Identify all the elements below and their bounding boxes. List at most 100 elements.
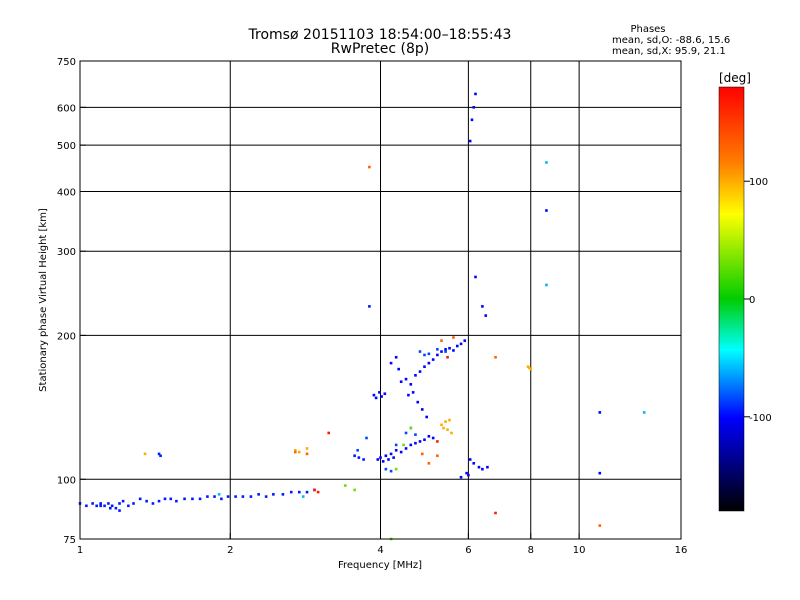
data-point — [411, 391, 415, 394]
data-point — [468, 458, 472, 461]
data-point — [272, 493, 275, 496]
data-point — [118, 502, 121, 505]
data-point — [376, 458, 380, 461]
data-point — [484, 314, 488, 317]
data-point — [394, 443, 398, 447]
data-point — [440, 350, 443, 353]
y-tick-label: 400 — [57, 187, 76, 198]
colorbar-tick-label: -100 — [749, 413, 772, 424]
data-point — [397, 367, 400, 371]
data-point — [404, 431, 408, 435]
colorbar-tick-label: 100 — [749, 177, 768, 188]
data-point — [365, 436, 368, 440]
data-point — [108, 506, 112, 510]
data-point — [444, 350, 447, 353]
data-point — [409, 426, 413, 430]
data-point — [442, 426, 445, 430]
data-point — [249, 495, 253, 498]
data-point — [427, 361, 431, 365]
data-point — [418, 350, 422, 353]
data-point — [110, 504, 114, 508]
data-point — [416, 400, 420, 404]
data-point — [467, 473, 470, 477]
data-point — [257, 493, 260, 496]
data-point — [431, 436, 435, 440]
data-point — [121, 499, 125, 503]
data-point — [446, 355, 449, 359]
data-point — [107, 502, 110, 505]
y-tick-label: 500 — [57, 141, 76, 152]
data-point — [545, 161, 548, 164]
data-point — [642, 411, 646, 414]
x-tick-label: 16 — [675, 545, 688, 556]
data-point — [163, 497, 167, 501]
data-point — [241, 495, 245, 498]
data-point — [384, 467, 388, 471]
data-point — [399, 450, 403, 454]
data-point — [91, 502, 94, 505]
data-point — [368, 165, 371, 169]
data-point — [353, 454, 356, 458]
data-point — [220, 497, 223, 501]
data-point — [427, 352, 431, 356]
stats-line-o: mean, sd,O: -88.6, 15.6 — [612, 35, 730, 46]
data-point — [389, 452, 393, 456]
data-point — [448, 346, 451, 350]
x-tick-label: 1 — [77, 545, 83, 556]
data-point — [198, 497, 202, 501]
data-point — [494, 511, 497, 515]
data-point — [175, 499, 178, 503]
data-point — [420, 452, 424, 456]
data-point — [425, 415, 428, 419]
x-tick-label: 4 — [377, 545, 383, 556]
data-point — [418, 440, 422, 443]
data-point — [372, 393, 376, 397]
data-point — [394, 448, 398, 452]
data-point — [159, 454, 162, 458]
data-point — [383, 392, 387, 396]
data-point — [448, 418, 451, 422]
data-point — [440, 423, 443, 427]
colorbar-tick-label: 0 — [749, 295, 755, 306]
data-point — [297, 450, 301, 454]
data-point — [468, 139, 472, 143]
y-tick-label: 750 — [57, 57, 76, 68]
x-tick-label: 8 — [528, 545, 534, 556]
data-point — [301, 495, 305, 498]
data-point — [327, 431, 331, 435]
colorbar-ticks: 100 0 -100 — [744, 177, 772, 424]
data-point — [494, 355, 497, 359]
data-point — [404, 377, 408, 381]
data-point — [169, 497, 173, 501]
data-point — [436, 440, 439, 443]
y-axis: 75 100 200 300 400 500 600 750 — [57, 57, 86, 546]
data-point — [387, 458, 390, 461]
data-point — [444, 420, 447, 423]
data-point — [414, 441, 417, 445]
data-point — [486, 465, 489, 469]
data-point — [472, 106, 476, 109]
data-point — [598, 411, 602, 414]
data-point — [394, 467, 398, 471]
data-point — [99, 504, 102, 508]
data-point — [356, 448, 359, 452]
data-point — [378, 391, 381, 394]
data-point — [481, 305, 484, 308]
data-point — [99, 502, 102, 505]
data-point — [414, 433, 417, 436]
data-point — [423, 365, 426, 368]
data-point — [357, 456, 361, 459]
x-tick-label: 6 — [465, 545, 471, 556]
data-point — [157, 452, 161, 456]
data-point — [305, 447, 309, 450]
y-tick-label: 300 — [57, 247, 76, 258]
data-point — [343, 484, 347, 487]
data-point — [436, 454, 439, 458]
data-point — [213, 495, 216, 498]
data-point — [407, 393, 410, 397]
data-point — [353, 488, 356, 492]
data-point — [474, 92, 477, 96]
data-point — [368, 305, 371, 308]
data-point — [450, 431, 453, 435]
